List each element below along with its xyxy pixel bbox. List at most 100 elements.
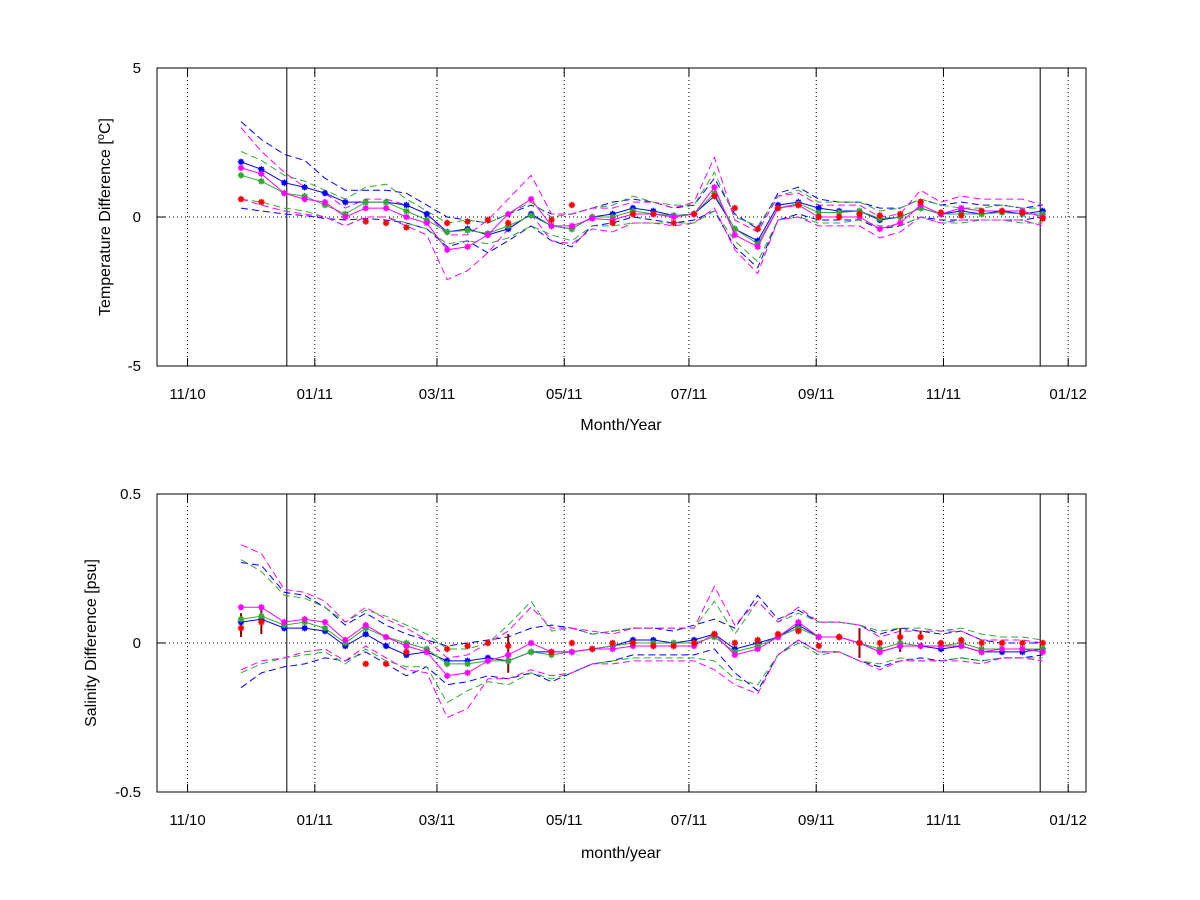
data-point-star	[464, 227, 471, 234]
data-point-star	[423, 219, 431, 227]
reference-marker-dot	[756, 638, 760, 642]
data-point-star	[258, 170, 265, 178]
reference-marker-dot	[259, 200, 263, 204]
data-point-star	[1019, 645, 1026, 653]
data-point-star	[876, 225, 884, 233]
temperature-panel: 11/10 01/11 03/11 05/11 07/11 09/11 11/11 01/12…	[95, 60, 1087, 434]
data-point-star	[548, 222, 555, 230]
data-point-star	[731, 651, 739, 659]
y-tick-label: -5	[128, 358, 141, 375]
salinity-y-ticks: -0.5 0 0.5	[115, 486, 1086, 801]
series-line	[240, 174, 1043, 245]
reference-marker-dot	[918, 200, 923, 204]
x-tick-label: 03/11	[419, 812, 455, 829]
data-point-star	[527, 639, 535, 647]
data-point-star	[423, 210, 431, 218]
reference-marker-dot	[590, 647, 594, 651]
data-point-star	[403, 201, 410, 209]
data-point-star	[815, 209, 823, 216]
data-point-star	[342, 198, 349, 206]
reference-marker-dot	[570, 641, 574, 645]
reference-marker-dot	[506, 644, 510, 648]
data-point-star	[917, 642, 924, 650]
reference-marker-dot	[549, 218, 554, 222]
reference-marker-dot	[878, 641, 882, 645]
series-lower-bound	[240, 198, 1043, 281]
data-point-star	[237, 603, 245, 611]
data-point-star	[362, 621, 369, 629]
data-point-star	[443, 672, 451, 680]
reference-marker-dot	[959, 638, 963, 642]
reference-marker-dot	[672, 644, 676, 648]
reference-marker-dot	[631, 641, 635, 645]
data-point-star	[443, 228, 451, 236]
x-tick-label: 09/11	[798, 386, 834, 403]
data-point-star	[958, 642, 965, 650]
reference-marker-dot	[756, 227, 760, 231]
x-tick-label: 07/11	[671, 812, 707, 829]
data-point-star	[504, 651, 512, 659]
reference-marker-dot	[817, 215, 821, 219]
x-tick-label: 05/11	[546, 386, 582, 403]
data-point-star	[527, 212, 535, 219]
y-tick-label: 5	[133, 60, 141, 77]
salinity-plot-area	[157, 494, 1086, 792]
x-tick-label: 11/10	[169, 386, 205, 403]
reference-marker-dot	[364, 662, 368, 666]
data-point-star	[382, 204, 390, 212]
x-tick-label: 11/11	[926, 386, 961, 403]
reference-marker-dot	[857, 641, 862, 645]
data-point-star	[403, 642, 410, 650]
data-point-star	[321, 618, 329, 626]
reference-marker-dot	[506, 221, 510, 225]
temperature-x-ticks: 11/10 01/11 03/11 05/11 07/11 09/11 11/11 01/12	[169, 68, 1087, 403]
data-point-star	[321, 624, 329, 632]
data-point-star	[382, 633, 390, 641]
data-point-star	[835, 209, 843, 216]
reference-marker-dot	[404, 225, 409, 230]
data-point-star	[258, 612, 265, 620]
reference-marker-dot	[712, 194, 717, 198]
reference-marker-dot	[486, 218, 490, 222]
data-point-star	[301, 615, 308, 623]
reference-marker-dot	[898, 635, 902, 639]
series-upper-bound	[240, 559, 1043, 650]
data-point-star	[382, 642, 390, 650]
data-point-star	[527, 195, 535, 203]
reference-marker-dot	[692, 641, 696, 645]
reference-marker-dot	[733, 641, 737, 645]
temperature-x-axis-label: Month/Year	[580, 417, 662, 434]
data-point-star	[403, 207, 410, 215]
data-point-star	[281, 618, 288, 626]
data-point-star	[609, 645, 616, 653]
data-point-star	[464, 669, 471, 677]
data-point-star	[1039, 648, 1046, 656]
reference-marker-dot	[857, 212, 862, 216]
salinity-y-axis-label: Salinity Difference [psu]	[83, 559, 100, 727]
series-line	[240, 167, 1043, 251]
data-point-star	[504, 210, 512, 218]
reference-marker-dot	[364, 219, 368, 224]
reference-marker-dot	[610, 221, 615, 225]
reference-marker-dot	[384, 662, 388, 666]
reference-marker-dot	[445, 221, 449, 225]
reference-marker-dot	[465, 644, 470, 648]
data-point-star	[281, 179, 288, 186]
x-tick-label: 01/12	[1049, 386, 1087, 403]
y-tick-label: 0.5	[120, 486, 141, 503]
data-point-star	[998, 645, 1006, 653]
data-point-star	[237, 615, 245, 623]
data-point-star	[258, 603, 265, 611]
reference-marker-dot	[980, 209, 984, 213]
series-lower-bound	[240, 642, 1043, 704]
data-point-star	[978, 648, 985, 656]
reference-marker-dot	[918, 635, 923, 639]
reference-marker-dot	[776, 632, 780, 636]
data-point-star	[342, 213, 349, 221]
data-point-star	[815, 633, 823, 641]
reference-marker-dot	[445, 647, 449, 651]
reference-marker-dot	[631, 212, 635, 216]
series-lower-bound	[240, 198, 1043, 263]
reference-marker-dot	[796, 629, 800, 633]
data-point-star	[896, 219, 904, 227]
